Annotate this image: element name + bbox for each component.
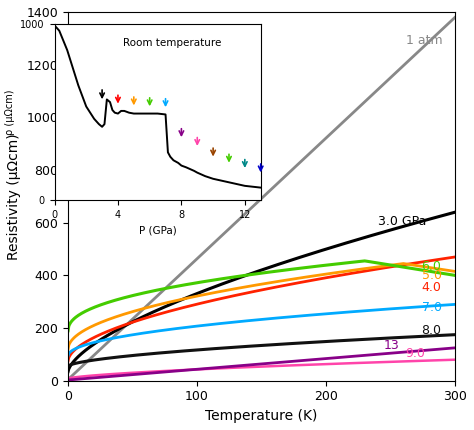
Text: 6.0: 6.0 (421, 260, 441, 273)
Text: 3.0 GPa: 3.0 GPa (378, 215, 426, 228)
Text: 9.0: 9.0 (405, 347, 425, 359)
Text: Room temperature: Room temperature (123, 38, 221, 48)
X-axis label: Temperature (K): Temperature (K) (205, 409, 318, 423)
Text: 1 atm: 1 atm (406, 34, 443, 47)
Y-axis label: Resistivity (μΩcm): Resistivity (μΩcm) (7, 133, 21, 260)
Text: 4.0: 4.0 (421, 281, 441, 294)
Text: 13: 13 (384, 339, 400, 352)
Text: 7.0: 7.0 (421, 301, 442, 314)
Text: 8.0: 8.0 (421, 324, 442, 337)
Text: 5.0: 5.0 (421, 269, 442, 282)
X-axis label: P (GPa): P (GPa) (139, 225, 176, 235)
Y-axis label: ρ (μΩcm): ρ (μΩcm) (5, 89, 15, 135)
